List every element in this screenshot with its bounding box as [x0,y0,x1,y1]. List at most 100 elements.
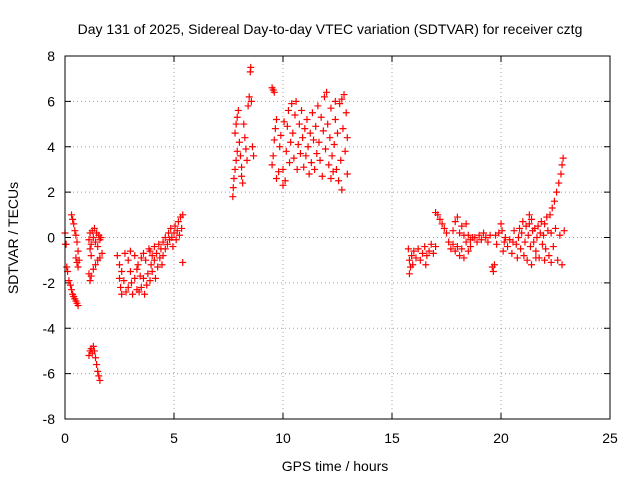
data-point [87,272,95,280]
data-point [63,263,71,271]
data-point [250,152,258,160]
data-point [552,224,559,232]
data-point [98,249,106,257]
data-point [141,290,149,298]
y-tick-label: -6 [43,366,56,382]
data-point [116,274,123,282]
data-point [243,156,251,164]
data-point [304,143,312,151]
data-point [520,252,528,260]
data-point [241,134,249,142]
data-point [548,204,556,212]
data-point [173,227,181,235]
data-point [541,256,549,264]
data-point [87,252,95,260]
data-point [343,170,351,178]
data-point [303,116,311,124]
data-point [490,261,498,269]
data-point [95,372,103,380]
data-point [504,243,512,251]
data-point [269,152,277,160]
data-point [550,197,558,205]
data-point [124,256,132,264]
data-point [148,268,156,276]
x-tick-label: 0 [61,430,69,446]
data-point [436,215,444,223]
data-point [458,245,466,253]
data-point [295,120,303,128]
data-points [61,63,568,384]
data-point [87,240,95,248]
data-point [127,279,135,287]
data-point [410,247,418,255]
data-point [155,240,163,248]
data-point [231,129,239,137]
data-point [244,102,252,110]
data-point [331,97,339,105]
data-point [493,240,501,248]
data-point [271,125,279,133]
data-point [532,247,540,255]
data-point [179,258,187,266]
data-point [117,283,125,291]
data-point [434,211,442,219]
data-point [302,152,310,160]
data-point [236,152,244,160]
y-axis-label: SDTVAR / TECUs [5,182,21,294]
data-point [286,159,294,167]
data-point [336,100,344,108]
data-point [453,213,461,221]
data-point [300,163,308,171]
data-point [270,136,278,144]
data-point [405,270,413,278]
data-point [272,116,280,124]
data-point [526,243,534,251]
data-point [314,102,322,110]
data-point [489,268,497,276]
data-point [247,97,255,105]
data-point [558,261,566,269]
data-point [279,181,287,189]
data-point [122,288,130,296]
data-point [456,252,464,260]
data-point [94,367,102,375]
data-point [74,247,82,255]
data-point [512,240,520,248]
data-point [425,247,433,255]
data-point [523,256,531,264]
data-point [133,265,141,273]
data-point [524,231,532,239]
data-point [150,256,158,264]
data-point [335,177,343,185]
data-point [443,229,450,237]
data-point [514,234,522,241]
chart-title: Day 131 of 2025, Sidereal Day-to-day VTE… [78,21,583,37]
data-point [89,265,97,273]
data-point [464,247,472,255]
data-point [326,134,334,142]
data-point [462,238,470,246]
data-point [408,252,416,260]
data-point [135,288,143,296]
data-point [555,179,563,187]
data-point [532,254,540,262]
data-point [498,227,506,235]
y-tick-label: 0 [47,230,55,246]
data-point [66,281,74,289]
data-point [284,106,292,114]
data-point [305,170,313,178]
y-tick-label: -8 [43,411,56,427]
data-point [137,254,145,262]
data-point [92,238,100,246]
x-tick-label: 10 [275,430,291,446]
data-point [73,238,81,246]
data-point [477,236,485,244]
data-point [97,234,105,241]
data-point [339,125,347,133]
x-axis-label: GPS time / hours [282,458,389,474]
x-tick-label: 15 [384,430,400,446]
data-point [232,120,240,128]
data-point [473,238,481,246]
data-point [268,161,276,169]
data-point [405,256,413,264]
